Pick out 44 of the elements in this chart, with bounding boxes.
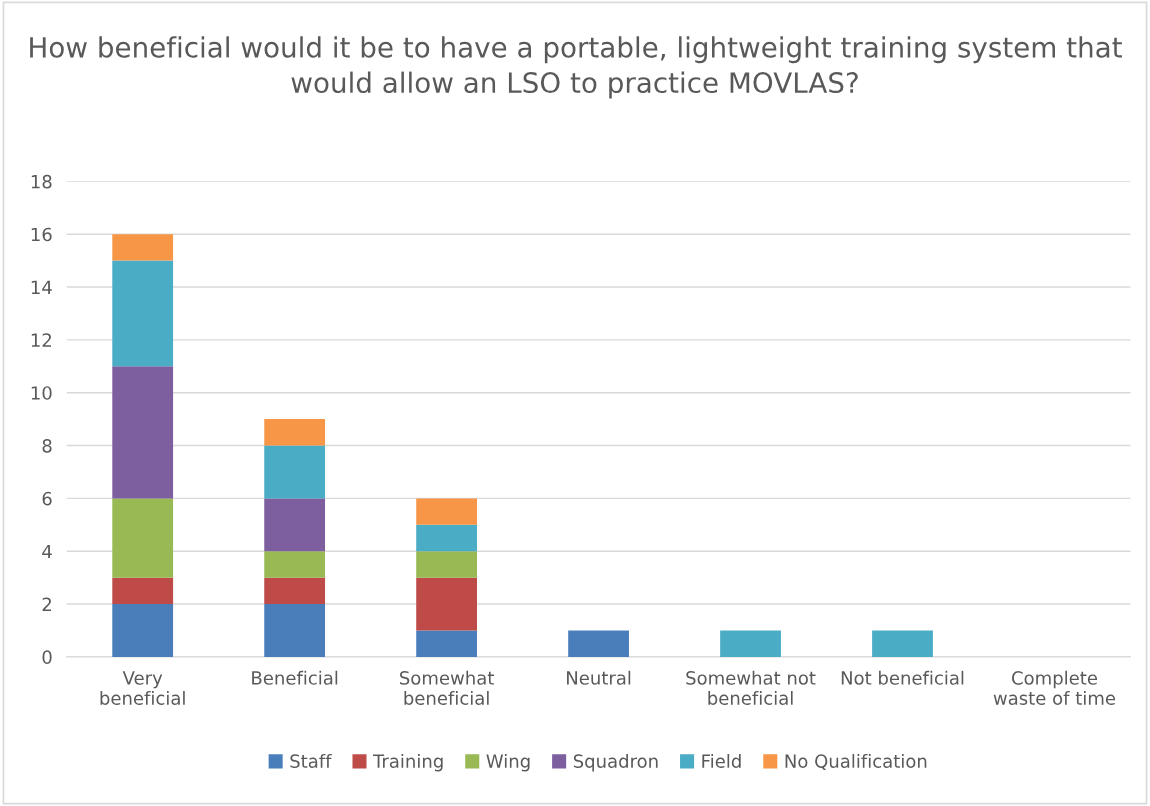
bar [112, 260, 174, 367]
bar [416, 630, 477, 657]
bar [416, 498, 477, 525]
x-tick-label: Somewhat not beneficial [686, 670, 816, 705]
bar [416, 551, 477, 578]
x-tick-label: Not beneficial [841, 670, 964, 685]
legend-label: Squadron [573, 753, 658, 772]
legend-label: Wing [486, 753, 530, 772]
y-tick-label: 12 [31, 333, 51, 347]
bar [112, 234, 174, 261]
legend-label: Staff [290, 753, 332, 768]
bar [112, 577, 174, 605]
y-tick-label: 16 [31, 227, 52, 242]
x-tick-label: Complete waste of time [993, 670, 1116, 705]
bar [416, 524, 477, 552]
y-tick-label: 6 [42, 491, 52, 506]
bar [112, 604, 174, 657]
legend-label: Field [702, 753, 741, 768]
bar [872, 630, 933, 657]
bar [264, 551, 326, 578]
bar [568, 630, 629, 657]
bar [264, 445, 326, 499]
y-tick-label: 18 [31, 174, 52, 189]
bar [720, 630, 781, 657]
chart-title: How beneficial would it be to have a portable, lightweight training system that would allow an LSO to practice MOVLAS? [30, 36, 1122, 99]
bar [264, 498, 326, 552]
bar [112, 366, 174, 499]
x-tick-label: Very beneficial [100, 671, 185, 705]
legend-label: Training [372, 753, 443, 772]
y-tick-label: 10 [31, 386, 52, 400]
bar [264, 604, 326, 657]
x-tick-label: Somewhat beneficial [400, 670, 494, 705]
y-tick-label: 2 [42, 597, 51, 611]
y-tick-label: 8 [42, 439, 52, 453]
x-tick-label: Beneficial [252, 670, 338, 685]
bar [112, 498, 174, 578]
y-tick-label: 0 [42, 650, 52, 665]
x-tick-label: Neutral [567, 670, 631, 685]
y-tick-label: 4 [42, 544, 52, 559]
bar [416, 577, 477, 631]
legend-label: No Qualification [785, 753, 927, 771]
bar [264, 577, 326, 605]
bar [264, 419, 326, 446]
y-tick-label: 14 [31, 280, 52, 294]
